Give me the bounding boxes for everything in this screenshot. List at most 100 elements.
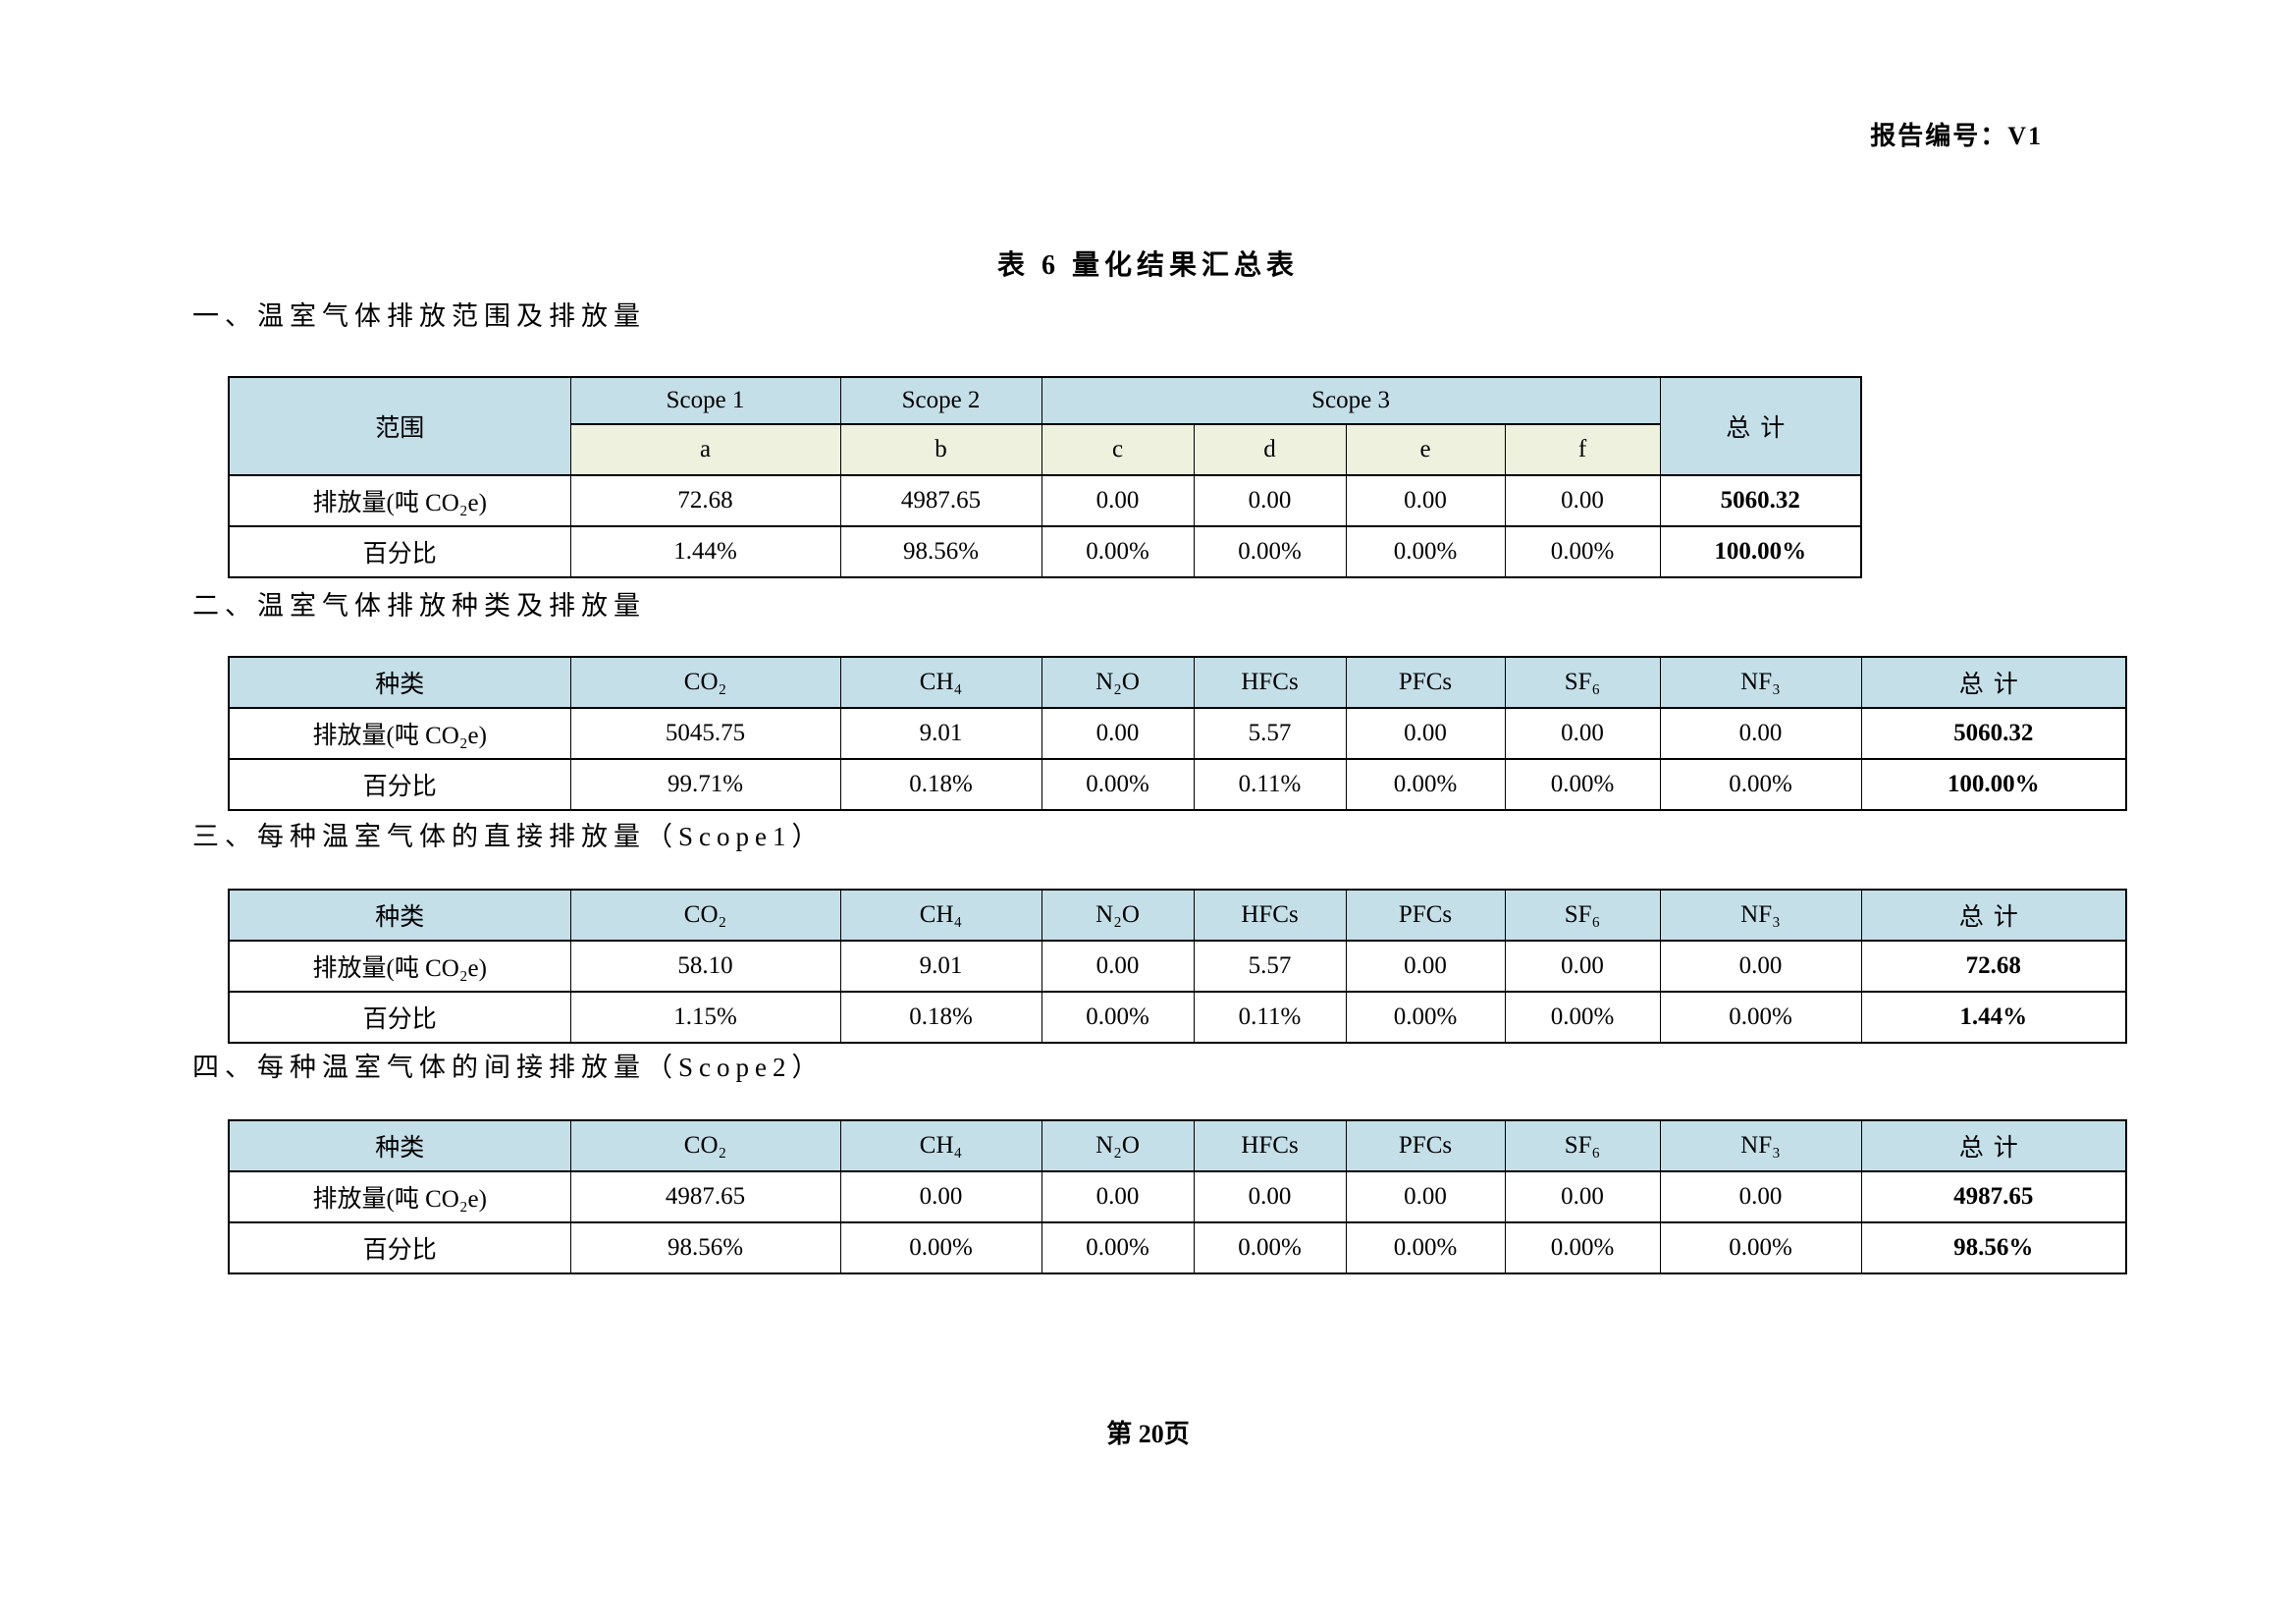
percent-value: 1.15% bbox=[569, 991, 841, 1044]
section-1-heading: 一、温室气体排放范围及排放量 bbox=[192, 301, 646, 331]
co2-header: CO₂ bbox=[569, 1119, 841, 1172]
percent-value: 0.00% bbox=[1041, 525, 1195, 578]
emission-value: 58.10 bbox=[569, 940, 841, 993]
table-row: 百分比 1.15% 0.18% 0.00% 0.11% 0.00% 0.00% … bbox=[228, 991, 2127, 1044]
subcol-b-header: b bbox=[839, 423, 1042, 476]
emission-row-label: 排放量(吨 CO₂e) bbox=[228, 940, 571, 993]
emission-value: 0.00 bbox=[1659, 940, 1862, 993]
table-row: 排放量(吨 CO₂e) 58.10 9.01 0.00 5.57 0.00 0.… bbox=[228, 940, 2127, 993]
percent-value: 0.00% bbox=[1504, 758, 1661, 811]
percent-row-label: 百分比 bbox=[228, 758, 571, 811]
emission-total: 5060.32 bbox=[1659, 474, 1862, 527]
percent-value: 0.00% bbox=[1193, 1221, 1347, 1274]
scope-total-header: 总计 bbox=[1659, 376, 1862, 476]
n2o-header: N₂O bbox=[1041, 889, 1195, 942]
hfcs-header: HFCs bbox=[1193, 656, 1347, 709]
percent-row-label: 百分比 bbox=[228, 525, 571, 578]
kind-header: 种类 bbox=[228, 656, 571, 709]
subcol-a-header: a bbox=[569, 423, 841, 476]
emission-value: 0.00 bbox=[1041, 707, 1195, 760]
emission-value: 4987.65 bbox=[569, 1170, 841, 1223]
report-number: 报告编号：V1 bbox=[1870, 122, 2043, 150]
percent-value: 0.00% bbox=[1659, 1221, 1862, 1274]
pfcs-header: PFCs bbox=[1345, 889, 1506, 942]
subcol-c-header: c bbox=[1041, 423, 1195, 476]
emission-value: 0.00 bbox=[1659, 1170, 1862, 1223]
emission-value: 9.01 bbox=[839, 707, 1042, 760]
percent-value: 0.00% bbox=[1504, 1221, 1661, 1274]
n2o-header: N₂O bbox=[1041, 1119, 1195, 1172]
nf3-header: NF₃ bbox=[1659, 1119, 1862, 1172]
sf6-header: SF₆ bbox=[1504, 889, 1661, 942]
percent-value: 0.00% bbox=[839, 1221, 1042, 1274]
emission-total: 4987.65 bbox=[1860, 1170, 2127, 1223]
percent-value: 99.71% bbox=[569, 758, 841, 811]
percent-value: 0.00% bbox=[1193, 525, 1347, 578]
scope2-header: Scope 2 bbox=[839, 376, 1042, 425]
scope-corner-header: 范围 bbox=[228, 376, 571, 476]
percent-value: 0.18% bbox=[839, 991, 1042, 1044]
emission-value: 0.00 bbox=[1345, 940, 1506, 993]
percent-value: 0.00% bbox=[1345, 1221, 1506, 1274]
emission-value: 0.00 bbox=[1659, 707, 1862, 760]
percent-value: 0.11% bbox=[1193, 991, 1347, 1044]
emission-total: 5060.32 bbox=[1860, 707, 2127, 760]
total-header: 总计 bbox=[1860, 889, 2127, 942]
page-title: 表 6 量化结果汇总表 bbox=[996, 250, 1299, 281]
emission-value: 5.57 bbox=[1193, 940, 1347, 993]
scope-emissions-table: 范围 Scope 1 Scope 2 Scope 3 总计 a b c d e … bbox=[228, 376, 1863, 578]
emission-value: 0.00 bbox=[1345, 1170, 1506, 1223]
ch4-header: CH₄ bbox=[839, 889, 1042, 942]
emission-value: 0.00 bbox=[1193, 1170, 1347, 1223]
emission-value: 9.01 bbox=[839, 940, 1042, 993]
emission-value: 0.00 bbox=[1041, 1170, 1195, 1223]
percent-value: 0.00% bbox=[1041, 991, 1195, 1044]
percent-value: 0.00% bbox=[1345, 991, 1506, 1044]
percent-value: 0.00% bbox=[1041, 758, 1195, 811]
pfcs-header: PFCs bbox=[1345, 1119, 1506, 1172]
section-3-heading: 三、每种温室气体的直接排放量（Scope1） bbox=[192, 822, 825, 851]
emission-value: 0.00 bbox=[1504, 940, 1661, 993]
scope3-header: Scope 3 bbox=[1041, 376, 1661, 425]
emission-row-label: 排放量(吨 CO₂e) bbox=[228, 474, 571, 527]
scope1-direct-emissions-table: 种类 CO₂ CH₄ N₂O HFCs PFCs SF₆ NF₃ 总计 排放量(… bbox=[228, 889, 2127, 1044]
percent-value: 0.18% bbox=[839, 758, 1042, 811]
scope2-indirect-emissions-table: 种类 CO₂ CH₄ N₂O HFCs PFCs SF₆ NF₃ 总计 排放量(… bbox=[228, 1119, 2127, 1274]
emission-value: 0.00 bbox=[1041, 940, 1195, 993]
percent-total: 100.00% bbox=[1659, 525, 1862, 578]
table-row: 百分比 98.56% 0.00% 0.00% 0.00% 0.00% 0.00%… bbox=[228, 1221, 2127, 1274]
percent-value: 0.00% bbox=[1659, 991, 1862, 1044]
percent-total: 1.44% bbox=[1860, 991, 2127, 1044]
emission-value: 0.00 bbox=[1504, 474, 1661, 527]
percent-value: 0.00% bbox=[1504, 525, 1661, 578]
percent-total: 98.56% bbox=[1860, 1221, 2127, 1274]
table-row: 排放量(吨 CO₂e) 72.68 4987.65 0.00 0.00 0.00… bbox=[228, 474, 1862, 527]
scope1-header: Scope 1 bbox=[569, 376, 841, 425]
co2-header: CO₂ bbox=[569, 656, 841, 709]
emission-value: 0.00 bbox=[1504, 707, 1661, 760]
emission-value: 72.68 bbox=[569, 474, 841, 527]
subcol-f-header: f bbox=[1504, 423, 1661, 476]
emission-value: 0.00 bbox=[1504, 1170, 1661, 1223]
nf3-header: NF₃ bbox=[1659, 889, 1862, 942]
sf6-header: SF₆ bbox=[1504, 656, 1661, 709]
pfcs-header: PFCs bbox=[1345, 656, 1506, 709]
percent-value: 1.44% bbox=[569, 525, 841, 578]
n2o-header: N₂O bbox=[1041, 656, 1195, 709]
table-row: 百分比 99.71% 0.18% 0.00% 0.11% 0.00% 0.00%… bbox=[228, 758, 2127, 811]
section-4-heading: 四、每种温室气体的间接排放量（Scope2） bbox=[192, 1053, 825, 1082]
emission-value: 0.00 bbox=[1041, 474, 1195, 527]
kind-header: 种类 bbox=[228, 1119, 571, 1172]
percent-row-label: 百分比 bbox=[228, 991, 571, 1044]
table-row: 排放量(吨 CO₂e) 4987.65 0.00 0.00 0.00 0.00 … bbox=[228, 1170, 2127, 1223]
percent-value: 0.00% bbox=[1345, 525, 1506, 578]
emission-value: 0.00 bbox=[1345, 707, 1506, 760]
page-number: 第 20页 bbox=[1106, 1420, 1190, 1448]
kind-header: 种类 bbox=[228, 889, 571, 942]
table-row: 百分比 1.44% 98.56% 0.00% 0.00% 0.00% 0.00%… bbox=[228, 525, 1862, 578]
emission-value: 4987.65 bbox=[839, 474, 1042, 527]
percent-value: 98.56% bbox=[839, 525, 1042, 578]
ch4-header: CH₄ bbox=[839, 656, 1042, 709]
ch4-header: CH₄ bbox=[839, 1119, 1042, 1172]
